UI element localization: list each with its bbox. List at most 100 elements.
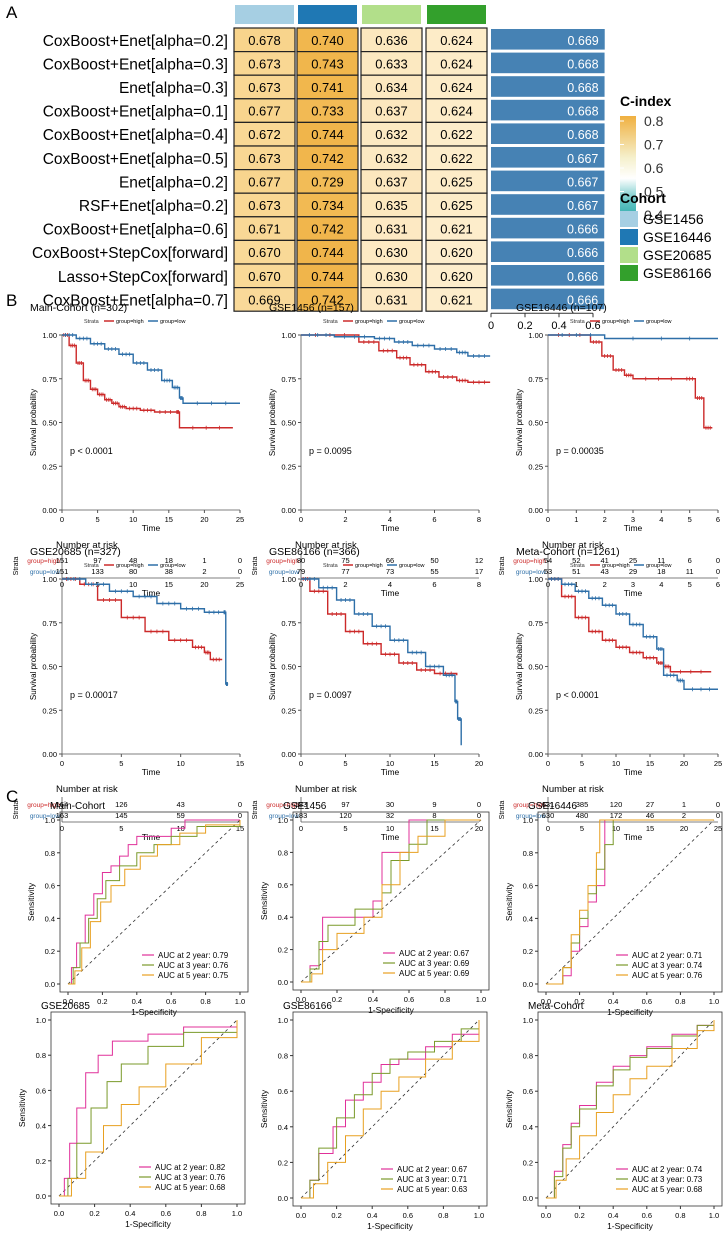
km-y-label: Survival probability [268, 633, 277, 700]
km-y-label: Survival probability [29, 389, 38, 456]
km-risk-high-label: group=high [266, 802, 299, 809]
km-y-tick-label: 0.25 [42, 706, 57, 715]
roc-x-tick-label: 0.8 [200, 997, 210, 1006]
heat-cell [296, 287, 359, 312]
km-risk-low-value: 0 [716, 567, 720, 576]
km-risk-x-label: Time [381, 588, 400, 598]
km-risk-high-value: 164 [56, 800, 69, 809]
km-risk-low-label: group=low [30, 813, 60, 820]
heat-cell-value: 0.733 [311, 104, 344, 119]
km-risk-strata-label: Strata [252, 801, 259, 820]
km-plot: Main-Cohort (n=302) Strata group=high group… [13, 302, 244, 598]
roc-legend-label: AUC at 3 year: 0.76 [158, 961, 229, 970]
km-y-tick-label: 0.50 [528, 663, 543, 672]
mean-cindex-label: 0.669 [567, 34, 598, 48]
km-risk-low-value: 43 [600, 567, 608, 576]
heat-cell-value: 0.620 [440, 269, 473, 284]
km-risk-low-value: 0 [238, 567, 242, 576]
roc-y-tick-label: 0.6 [278, 881, 288, 890]
km-risk-x-tick-label: 2 [603, 580, 607, 589]
km-y-tick-label: 1.00 [42, 331, 57, 340]
cohort-swatch [620, 265, 638, 281]
km-risk-high-value: 41 [600, 556, 608, 565]
heat-cell-value: 0.670 [248, 245, 281, 260]
roc-x-tick-label: 0.4 [367, 1211, 377, 1220]
roc-legend-label: AUC at 2 year: 0.67 [397, 1165, 468, 1174]
model-label: Enet[alpha=0.3] [119, 80, 228, 97]
km-risk-x-tick-label: 5 [688, 580, 692, 589]
heat-cell-value: 0.744 [311, 245, 344, 260]
roc-panel: Main-Cohort 0.0 0.0 0.2 0.2 0.4 0.4 0.6 0.6 0.8 0.… [17, 801, 723, 1231]
roc-y-label: Sensitivity [259, 881, 269, 920]
heat-cell-value: 0.677 [248, 104, 281, 119]
km-risk-high-value: 97 [341, 800, 349, 809]
km-risk-x-label: Time [624, 588, 643, 598]
roc-x-tick-label: 1.0 [709, 1211, 719, 1220]
km-x-tick-label: 10 [386, 759, 394, 768]
roc-y-label: Sensitivity [504, 882, 514, 921]
km-y-tick-label: 0.75 [528, 375, 543, 384]
km-risk-x-tick-label: 25 [236, 580, 244, 589]
km-risk-high-value: 97 [93, 556, 101, 565]
km-risk-x-tick-label: 15 [646, 824, 654, 833]
roc-title: Main-Cohort [50, 801, 105, 812]
km-y-tick-label: 0.75 [42, 619, 57, 628]
mean-cindex-bar [491, 99, 605, 121]
km-risk-low-value: 38 [165, 567, 173, 576]
roc-curve [546, 819, 714, 985]
mean-cindex-label: 0.667 [567, 152, 598, 166]
roc-curve [59, 1020, 238, 1197]
km-risk-high-value: 43 [176, 800, 184, 809]
km-y-tick-label: 0.00 [281, 750, 296, 759]
cindex-colorbar [620, 116, 636, 220]
km-risk-strata-label: Strata [13, 557, 20, 576]
roc-y-tick-label: 0.8 [45, 849, 55, 858]
roc-x-label: 1-Specificity [607, 1221, 654, 1231]
km-x-tick-label: 5 [343, 759, 347, 768]
km-y-label: Survival probability [515, 389, 524, 456]
cindex-tick-label: 0.7 [644, 137, 664, 153]
km-strata-label: Strata [323, 319, 339, 325]
km-risk-high-value: 80 [297, 556, 305, 565]
km-risk-low-value: 183 [295, 811, 308, 820]
km-panel: Main-Cohort (n=302) Strata group=high group… [13, 302, 722, 842]
km-y-tick-label: 0.00 [528, 506, 543, 515]
km-y-tick-label: 0.25 [281, 706, 296, 715]
heat-cell-value: 0.632 [375, 151, 408, 166]
km-x-tick-label: 10 [129, 515, 137, 524]
km-risk-title: Number at risk [56, 540, 118, 551]
km-p-value: p = 0.00017 [70, 690, 118, 700]
km-risk-high-value: 12 [475, 556, 483, 565]
cindex-tick-label: 0.5 [644, 184, 664, 200]
roc-plot: GSE20685 0.0 0.0 0.2 0.2 0.4 0.4 0.6 0.6 0.8 0.8 1.… [17, 1001, 246, 1229]
roc-legend-label: AUC at 5 year: 0.68 [155, 1183, 226, 1192]
km-risk-low-label: group=low [516, 569, 546, 576]
km-risk-low-value: 11 [686, 567, 694, 576]
model-label: CoxBoost+Enet[alpha=0.6] [43, 222, 228, 239]
km-curve-high [301, 578, 458, 676]
cohort-legend-label: GSE20685 [643, 247, 712, 263]
bar-axis-tick-label: 0.6 [585, 320, 600, 332]
heat-cell-value: 0.622 [440, 127, 473, 142]
roc-x-tick-label: 0.6 [642, 997, 652, 1006]
km-risk-high-label: group=high [266, 558, 299, 565]
roc-x-tick-label: 0.6 [403, 1211, 413, 1220]
heat-cell-value: 0.630 [375, 245, 408, 260]
km-risk-high-value: 385 [576, 800, 589, 809]
heat-cell-value: 0.634 [375, 80, 408, 95]
km-risk-high-label: group=high [513, 802, 546, 809]
km-risk-low-value: 46 [646, 811, 654, 820]
km-legend-high: group=high [602, 319, 630, 325]
heat-cell-value: 0.673 [248, 151, 281, 166]
km-title: Meta-Cohort (n=1261) [516, 546, 620, 558]
km-y-tick-label: 1.00 [42, 575, 57, 584]
heat-cell-value: 0.621 [440, 222, 473, 237]
km-x-tick-label: 20 [200, 515, 208, 524]
model-label: CoxBoost+Enet[alpha=0.1] [43, 104, 228, 121]
roc-y-tick-label: 0.0 [45, 980, 55, 989]
km-strata-label: Strata [570, 319, 586, 325]
km-plot: GSE20685 (n=327) Strata group=high group=lo… [13, 546, 244, 842]
roc-plot: Main-Cohort 0.0 0.0 0.2 0.2 0.4 0.4 0.6 0.6 0.8 0.… [26, 801, 249, 1017]
heat-cell-value: 0.673 [248, 198, 281, 213]
roc-x-tick-label: 0.8 [196, 1209, 206, 1218]
